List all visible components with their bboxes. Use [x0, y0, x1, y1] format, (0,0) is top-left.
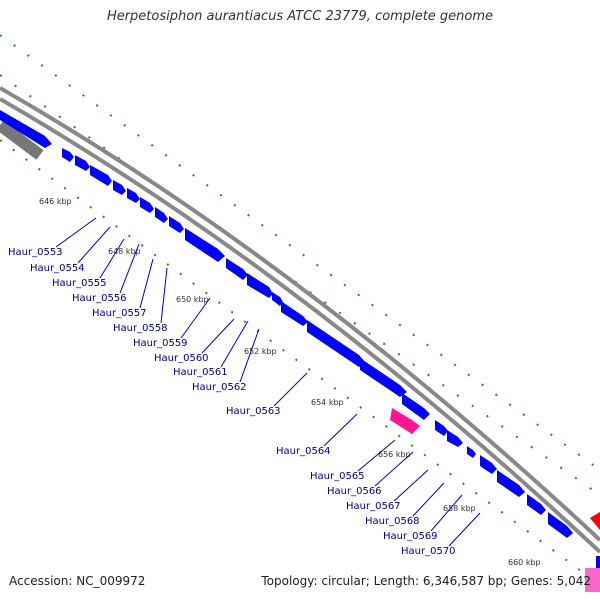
gene-label[interactable]: Haur_0556: [72, 293, 127, 304]
gene-label[interactable]: Haur_0564: [276, 446, 331, 457]
gene-arrow[interactable]: [90, 165, 112, 186]
gene-arrow[interactable]: [185, 228, 225, 262]
gene-leader-line: [239, 328, 260, 383]
gene-label[interactable]: Haur_0558: [113, 323, 168, 334]
tick-label: 652 kbp: [244, 347, 277, 356]
gene-arrow[interactable]: [272, 292, 283, 306]
gene-arrow[interactable]: [62, 148, 74, 162]
gene-label[interactable]: Haur_0557: [92, 308, 147, 319]
tick-label: 646 kbp: [39, 197, 72, 206]
gene-leader-line: [273, 372, 308, 407]
gene-label[interactable]: Haur_0565: [310, 471, 365, 482]
gene-arrow[interactable]: [360, 358, 407, 397]
gene-arrow[interactable]: [140, 197, 154, 213]
gene-arrow[interactable]: [497, 470, 525, 497]
gene-arrow[interactable]: [0, 110, 52, 148]
gene-arrow[interactable]: [281, 301, 308, 326]
gene-leader-line: [220, 320, 249, 368]
gene-label[interactable]: Haur_0559: [133, 338, 188, 349]
gene-label[interactable]: Haur_0563: [226, 406, 281, 417]
gene-arrow[interactable]: [247, 273, 273, 298]
gene-arrow[interactable]: [75, 155, 90, 171]
gene-arrow[interactable]: [527, 494, 546, 515]
gene-leader-line: [55, 217, 97, 248]
genome-summary: Topology: circular; Length: 6,346,587 bp…: [261, 574, 591, 588]
tick-label: 650 kbp: [176, 295, 209, 304]
genome-backbone: [0, 86, 600, 554]
gc-skew-dots: [0, 34, 600, 586]
gene-label[interactable]: Haur_0568: [365, 516, 420, 527]
gene-arrow[interactable]: [226, 258, 248, 280]
gene-label[interactable]: Haur_0569: [383, 531, 438, 542]
tick-label: 648 kbp: [108, 247, 141, 256]
gene-leader-line: [77, 226, 111, 264]
tick-label: 658 kbp: [443, 504, 476, 513]
gene-arrow[interactable]: [596, 556, 600, 568]
tick-label: 656 kbp: [378, 450, 411, 459]
gene-label[interactable]: Haur_0555: [52, 278, 107, 289]
gene-arrow[interactable]: [447, 430, 463, 447]
gene-track: [0, 110, 600, 592]
gene-arrow[interactable]: [585, 568, 600, 592]
gene-leader-line: [412, 482, 445, 517]
gene-label[interactable]: Haur_0562: [192, 382, 247, 393]
gene-label[interactable]: Haur_0566: [327, 486, 382, 497]
gene-arrow[interactable]: [548, 512, 573, 538]
gene-leader-line: [323, 413, 358, 447]
gene-arrow[interactable]: [127, 188, 140, 203]
tick-label: 654 kbp: [311, 398, 344, 407]
gene-leader-line: [430, 494, 463, 532]
gene-labels: Haur_0553 Haur_0554 Haur_0555 Haur_0556 Haur…: [8, 217, 481, 557]
accession-label: Accession: NC_009972: [9, 574, 146, 588]
gene-arrow[interactable]: [402, 393, 430, 420]
gene-label[interactable]: Haur_0561: [173, 367, 228, 378]
gene-leader-line: [180, 297, 211, 339]
gene-leader-line: [448, 512, 481, 547]
tick-labels: 646 kbp 648 kbp 650 kbp 652 kbp 654 kbp 656 k…: [39, 197, 541, 567]
gene-leader-line: [393, 469, 429, 502]
gene-leader-line: [99, 238, 125, 279]
gene-leader-line: [139, 258, 154, 309]
gene-arrow[interactable]: [390, 408, 420, 434]
gene-arrow[interactable]: [435, 420, 448, 436]
gene-arrow[interactable]: [169, 216, 184, 233]
gene-leader-line: [201, 318, 235, 354]
tick-label: 660 kbp: [508, 558, 541, 567]
map-title: Herpetosiphon aurantiacus ATCC 23779, co…: [106, 9, 494, 24]
gene-label[interactable]: Haur_0570: [401, 546, 456, 557]
gene-label[interactable]: Haur_0554: [30, 263, 85, 274]
outer-track: [0, 120, 44, 160]
gene-arrow[interactable]: [113, 180, 126, 195]
gene-label[interactable]: Haur_0553: [8, 247, 63, 258]
gene-label[interactable]: Haur_0560: [154, 353, 209, 364]
gene-arrow[interactable]: [480, 455, 497, 474]
gene-leader-line: [357, 439, 396, 472]
gene-arrow[interactable]: [467, 446, 476, 458]
gene-leader-line: [374, 451, 414, 487]
gene-leader-line: [160, 267, 168, 324]
gene-label[interactable]: Haur_0567: [346, 501, 401, 512]
gene-arrow[interactable]: [155, 207, 168, 223]
gene-leader-line: [119, 243, 140, 294]
gene-arrow[interactable]: [307, 320, 365, 367]
gene-arrow[interactable]: [590, 512, 600, 530]
